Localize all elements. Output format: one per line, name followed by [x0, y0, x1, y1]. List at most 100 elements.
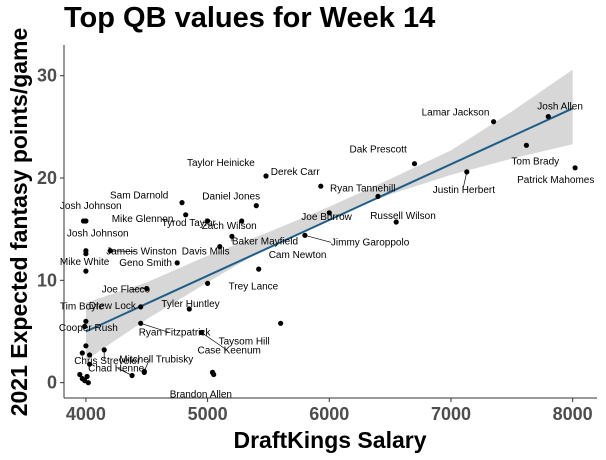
- point-label: Mike White: [60, 257, 110, 268]
- point-label: Tim Boyle: [60, 301, 105, 312]
- label-leader-line: [131, 288, 147, 290]
- point-label: Brandon Allen: [170, 390, 232, 401]
- trend-line-layer: [85, 107, 574, 333]
- data-point: [205, 280, 211, 286]
- x-ticks: 4000 5000 6000 7000 8000: [66, 398, 593, 424]
- data-point: [326, 210, 332, 216]
- point-label: Taysom Hill: [219, 336, 270, 347]
- point-label: Lamar Jackson: [422, 108, 490, 119]
- x-tick-label: 8000: [553, 404, 593, 424]
- data-point: [229, 233, 235, 239]
- chart-title: Top QB values for Week 14: [64, 2, 436, 34]
- point-label: Cam Newton: [269, 250, 327, 261]
- point-label: Tyler Huntley: [161, 299, 219, 310]
- point-label: Trey Lance: [229, 281, 279, 292]
- point-label: Russell Wilson: [370, 211, 436, 222]
- label-leader-line: [462, 171, 468, 190]
- data-point: [79, 350, 85, 356]
- point-label: Justin Herbert: [433, 185, 495, 196]
- point-label: Zach Wilson: [202, 221, 257, 232]
- point-labels-layer: Josh Allen Lamar Jackson Tom Brady Patrick …: [59, 102, 594, 401]
- point-label: Derek Carr: [271, 167, 321, 178]
- trend-line: [85, 107, 574, 333]
- x-tick-label: 6000: [309, 404, 349, 424]
- data-point: [83, 251, 89, 257]
- data-point: [82, 323, 88, 329]
- point-label: Case Keenum: [198, 346, 261, 357]
- data-point: [209, 369, 216, 375]
- data-point: [138, 304, 144, 310]
- data-point: [375, 193, 381, 199]
- point-label: Jameis Winston: [106, 247, 177, 258]
- data-point: [179, 200, 185, 206]
- data-point: [87, 361, 93, 367]
- x-tick-label: 4000: [66, 404, 106, 424]
- data-point: [83, 318, 89, 324]
- point-label: Jimmy Garoppolo: [331, 237, 410, 248]
- data-point: [302, 232, 308, 238]
- label-leader-line: [328, 212, 332, 217]
- point-label: Tyrod Taylor: [162, 218, 217, 229]
- data-point: [84, 373, 90, 380]
- point-label: Sam Darnold: [110, 191, 168, 202]
- axes: [63, 45, 597, 399]
- data-point: [186, 306, 192, 312]
- data-point: [87, 352, 93, 358]
- point-label: Joe Flacco: [102, 285, 151, 296]
- data-point: [256, 266, 262, 272]
- data-point: [239, 218, 245, 224]
- point-label: Josh Johnson: [60, 201, 122, 212]
- data-point: [183, 212, 189, 218]
- point-label: Davis Mills: [182, 247, 230, 258]
- y-tick-label: 0: [47, 373, 57, 393]
- x-tick-label: 5000: [188, 404, 228, 424]
- data-point: [253, 203, 259, 209]
- x-axis-title: DraftKings Salary: [233, 427, 426, 453]
- data-point: [411, 161, 418, 167]
- y-tick-label: 20: [37, 168, 57, 188]
- data-point: [83, 268, 89, 274]
- point-label: Daniel Jones: [202, 192, 260, 203]
- label-leader-line: [140, 322, 169, 333]
- point-label: Ryan Tannehill: [330, 183, 395, 194]
- data-point: [80, 218, 87, 224]
- point-label: Mike Glennon: [112, 214, 174, 225]
- data-point: [77, 371, 83, 378]
- point-label: Mitchell Trubisky: [119, 354, 193, 365]
- point-label: Chris Streveler: [74, 356, 141, 367]
- point-label: Drew Lock: [89, 301, 137, 312]
- y-tick-label: 30: [37, 66, 57, 86]
- data-point: [318, 183, 324, 189]
- label-leader-line: [304, 234, 331, 243]
- data-point: [205, 218, 211, 224]
- label-leader-line: [201, 332, 228, 351]
- data-point: [141, 369, 147, 375]
- data-point: [217, 244, 223, 250]
- data-point: [174, 260, 180, 266]
- y-axis-title: 2021 Expected fantasy points/game: [6, 28, 32, 417]
- point-label: Tom Brady: [511, 156, 559, 167]
- label-leader-line: [110, 250, 137, 253]
- y-ticks: 0 10 20 30: [37, 66, 64, 393]
- label-leader-line: [117, 368, 133, 376]
- point-label: Ryan Fitzpatrick: [139, 327, 212, 338]
- point-label: Dak Prescott: [350, 145, 407, 156]
- point-label: Josh Johnson: [67, 229, 129, 240]
- y-tick-label: 10: [37, 270, 57, 290]
- data-point: [523, 142, 530, 148]
- point-label: Chad Henne: [88, 364, 145, 375]
- data-point: [491, 119, 497, 125]
- point-label: Cooper Rush: [59, 323, 118, 334]
- data-point: [107, 248, 113, 254]
- label-leader-line: [143, 359, 150, 372]
- x-tick-label: 7000: [431, 404, 471, 424]
- data-point: [138, 320, 144, 326]
- data-point: [393, 219, 399, 225]
- point-label: Geno Smith: [119, 258, 172, 269]
- point-label: Taylor Heinicke: [187, 158, 255, 169]
- data-point: [545, 114, 551, 120]
- data-point: [572, 165, 578, 171]
- point-label: Patrick Mahomes: [517, 175, 594, 186]
- data-point: [263, 173, 269, 179]
